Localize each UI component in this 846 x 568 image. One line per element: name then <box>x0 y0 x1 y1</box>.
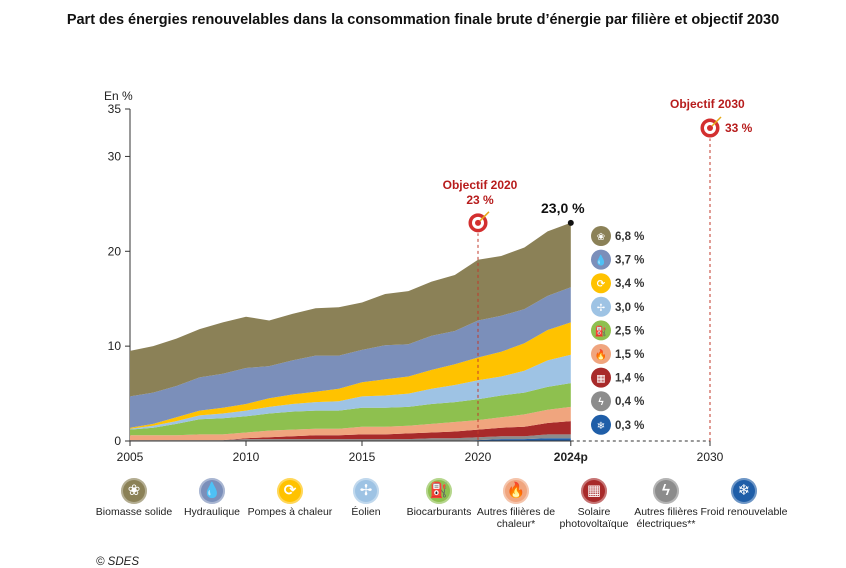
bolt-icon-glyph: ϟ <box>598 397 604 408</box>
y-tick-label: 35 <box>108 102 122 116</box>
legend-item: ⟳ Pompes à chaleur <box>242 478 338 519</box>
legend-item: ϟ Autres filières électriques** <box>618 478 714 530</box>
objective-value-label: 23 % <box>466 193 494 207</box>
area-biomasse-solide <box>130 222 571 397</box>
x-tick-label: 2020 <box>465 450 492 464</box>
legend-icon: ⟳ <box>277 478 303 504</box>
legend-label: Biomasse solide <box>95 506 173 518</box>
source-credit: © SDES <box>96 556 139 568</box>
legend-item: ▦ Solaire photovoltaïque <box>546 478 642 530</box>
heat-pump-icon <box>591 273 611 294</box>
target-center <box>707 124 713 131</box>
target-arrow <box>711 116 722 127</box>
legend: ❀ Biomasse solide 💧 Hydraulique ⟳ Pompes à ch… <box>96 478 796 548</box>
legend-item: 🔥 Autres filières de chaleur* <box>468 478 564 530</box>
legend-icon: 💧 <box>199 478 225 504</box>
x-tick-label: 2010 <box>233 450 260 464</box>
flame-icon <box>591 344 611 364</box>
solar-panel-icon <box>591 367 611 388</box>
share-label: 6,8 % <box>615 231 644 243</box>
legend-item: ✢ Éolien <box>318 478 414 519</box>
flame-icon-glyph: 🔥 <box>595 348 607 361</box>
y-axis-label: En % <box>104 89 133 103</box>
y-tick-label: 20 <box>108 244 122 258</box>
share-label: 3,4 % <box>615 278 644 290</box>
area--olien <box>130 354 571 430</box>
legend-label: Solaire photovoltaïque <box>559 506 629 530</box>
fuel-pump-icon <box>591 320 611 341</box>
y-tick-label: 30 <box>108 149 122 163</box>
legend-icon: ϟ <box>653 478 679 504</box>
legend-icon: ❄ <box>731 478 757 504</box>
wind-turbine-icon-glyph: ✢ <box>597 303 605 314</box>
area-autres-fili-res-de-chaleur <box>130 406 571 441</box>
share-label: 1,4 % <box>615 373 644 385</box>
target-arrow <box>479 211 490 222</box>
target-center <box>475 219 481 226</box>
total-end-point <box>567 219 574 226</box>
objective-label: Objectif 2030 <box>670 97 745 111</box>
x-tick-label: 2030 <box>697 450 724 464</box>
legend-label: Autres filières électriques** <box>634 506 698 530</box>
legend-label: Froid renouvelable <box>700 506 788 518</box>
legend-icon: 🔥 <box>503 478 529 504</box>
snowflake-icon-glyph: ❄ <box>597 421 605 432</box>
area-pompes-chaleur <box>130 322 571 429</box>
area-hydraulique <box>130 287 571 428</box>
y-tick-label: 0 <box>114 434 121 448</box>
legend-icon: ❀ <box>121 478 147 504</box>
legend-label: Pompes à chaleur <box>247 506 333 518</box>
objective-value-label: 33 % <box>725 121 753 135</box>
water-drop-icon-glyph: 💧 <box>595 254 607 267</box>
area-biocarburants <box>130 383 571 436</box>
legend-item: ❄ Froid renouvelable <box>696 478 792 519</box>
x-tick-label: 2005 <box>117 450 144 464</box>
share-label: 3,0 % <box>615 302 644 314</box>
snowflake-icon <box>591 414 611 435</box>
y-tick-label: 10 <box>108 339 122 353</box>
heat-pump-icon-glyph: ⟳ <box>597 279 606 290</box>
area-autres-fili-res-lectriques <box>130 434 571 441</box>
share-label: 0,4 % <box>615 396 644 408</box>
legend-icon: ✢ <box>353 478 379 504</box>
wind-turbine-icon <box>591 296 611 317</box>
legend-item: 💧 Hydraulique <box>164 478 260 519</box>
legend-icon: ▦ <box>581 478 607 504</box>
share-label: 1,5 % <box>615 349 644 361</box>
objective-label: Objectif 2020 <box>443 178 518 192</box>
legend-item: ❀ Biomasse solide <box>86 478 182 519</box>
solar-panel-icon-glyph: ▦ <box>596 374 605 385</box>
x-tick-label: 2024p <box>554 450 588 464</box>
legend-label: Autres filières de chaleur* <box>476 506 556 530</box>
total-end-label: 23,0 % <box>541 200 585 216</box>
biomass-icon-glyph: ❀ <box>597 232 605 243</box>
fuel-pump-icon-glyph: ⛽ <box>595 324 607 337</box>
chart-title: Part des énergies renouvelables dans la … <box>66 12 780 28</box>
x-tick-label: 2015 <box>349 450 376 464</box>
legend-item: ⛽ Biocarburants <box>391 478 487 519</box>
legend-icon: ⛽ <box>426 478 452 504</box>
biomass-icon <box>591 226 611 246</box>
share-label: 3,7 % <box>615 255 644 267</box>
share-label: 0,3 % <box>615 420 644 432</box>
legend-label: Hydraulique <box>183 506 241 518</box>
legend-label: Biocarburants <box>406 506 472 518</box>
legend-label: Éolien <box>351 506 381 518</box>
area-solaire-photovolta-que <box>130 421 571 441</box>
share-label: 2,5 % <box>615 325 644 337</box>
bolt-icon <box>591 391 611 412</box>
water-drop-icon <box>591 249 611 270</box>
